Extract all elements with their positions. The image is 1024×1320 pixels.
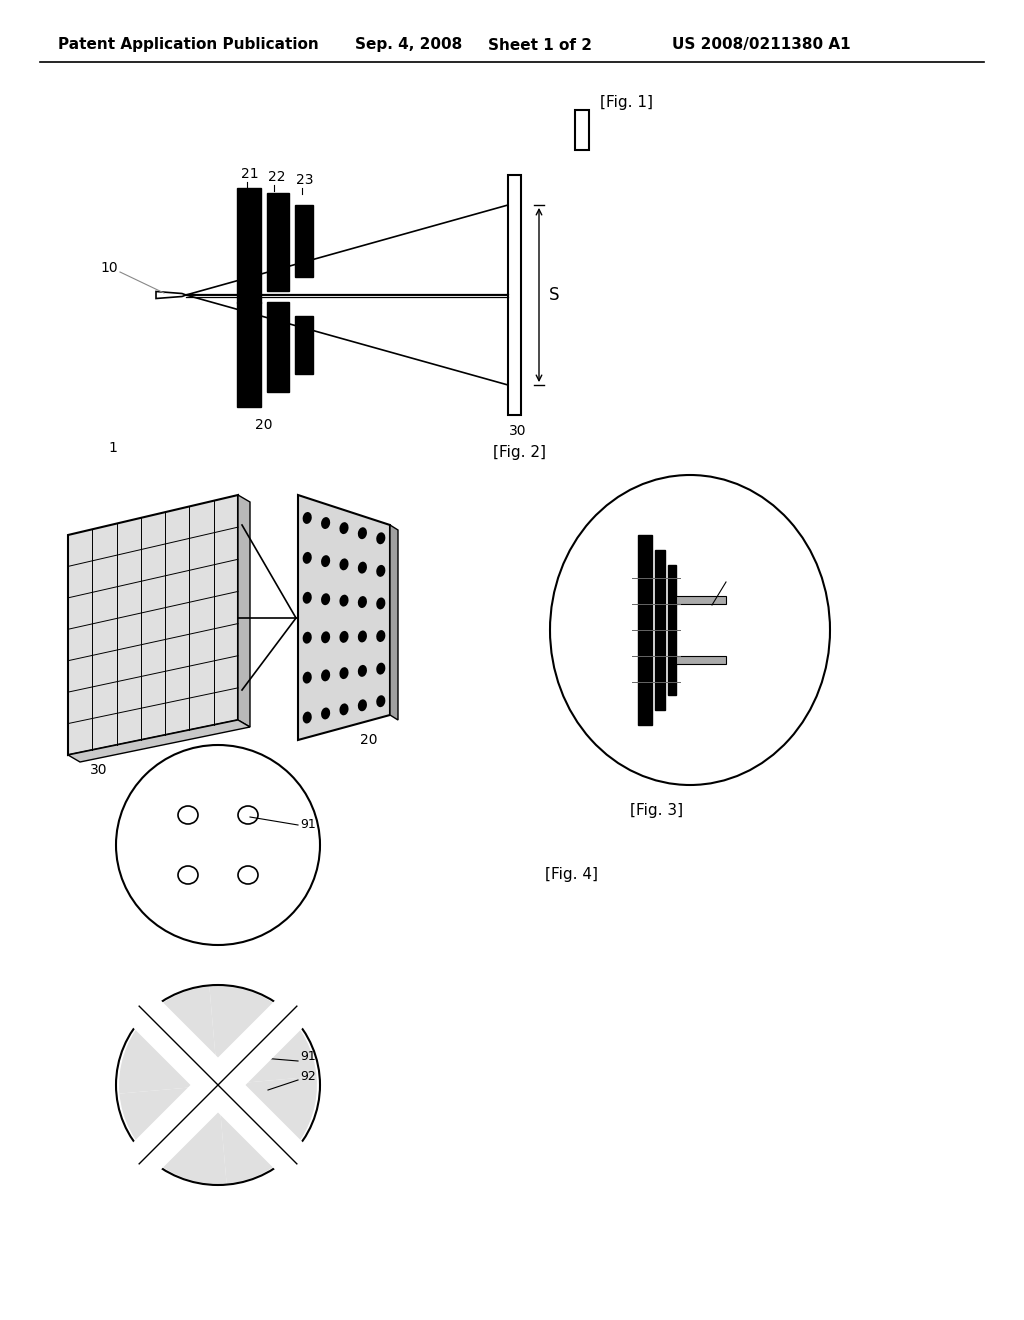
Ellipse shape xyxy=(339,631,348,643)
Ellipse shape xyxy=(376,663,385,675)
Polygon shape xyxy=(298,495,390,741)
Ellipse shape xyxy=(376,532,385,544)
Bar xyxy=(267,302,289,392)
Bar xyxy=(237,302,261,407)
Ellipse shape xyxy=(339,523,348,535)
Bar xyxy=(638,535,652,725)
Ellipse shape xyxy=(322,593,330,605)
Text: Sheet 1 of 2: Sheet 1 of 2 xyxy=(488,37,592,53)
Bar xyxy=(237,187,261,304)
Ellipse shape xyxy=(322,631,330,643)
Text: 92: 92 xyxy=(300,1071,315,1084)
Ellipse shape xyxy=(339,667,348,678)
Ellipse shape xyxy=(238,1106,258,1125)
Polygon shape xyxy=(68,719,250,762)
Bar xyxy=(508,176,521,414)
Wedge shape xyxy=(209,986,316,1085)
Ellipse shape xyxy=(116,985,319,1185)
Ellipse shape xyxy=(376,598,385,610)
Ellipse shape xyxy=(238,807,258,824)
Text: 20: 20 xyxy=(660,742,676,755)
Ellipse shape xyxy=(339,595,348,607)
Text: 91: 91 xyxy=(300,1051,315,1064)
Ellipse shape xyxy=(303,672,311,684)
Text: 91: 91 xyxy=(300,818,315,832)
Text: [Fig. 2]: [Fig. 2] xyxy=(493,446,546,461)
Ellipse shape xyxy=(303,711,311,723)
Text: [Fig. 4]: [Fig. 4] xyxy=(545,867,598,883)
Ellipse shape xyxy=(178,1045,198,1064)
Ellipse shape xyxy=(322,669,330,681)
Text: 20: 20 xyxy=(360,733,378,747)
Bar xyxy=(655,550,665,710)
Ellipse shape xyxy=(357,562,367,574)
Ellipse shape xyxy=(303,552,311,564)
Text: 22: 22 xyxy=(268,170,286,183)
Text: US 2008/0211380 A1: US 2008/0211380 A1 xyxy=(672,37,851,53)
Text: 23: 23 xyxy=(296,173,313,187)
Bar xyxy=(676,656,726,664)
Ellipse shape xyxy=(357,597,367,609)
Polygon shape xyxy=(390,525,398,719)
Ellipse shape xyxy=(339,558,348,570)
Bar xyxy=(267,193,289,290)
Text: Patent Application Publication: Patent Application Publication xyxy=(58,37,318,53)
Text: 30: 30 xyxy=(90,763,108,777)
Polygon shape xyxy=(156,292,186,298)
Ellipse shape xyxy=(322,556,330,568)
Ellipse shape xyxy=(550,475,830,785)
Ellipse shape xyxy=(339,704,348,715)
Ellipse shape xyxy=(178,807,198,824)
Bar xyxy=(676,597,726,605)
Text: [Fig. 3]: [Fig. 3] xyxy=(630,803,683,817)
Text: Sep. 4, 2008: Sep. 4, 2008 xyxy=(355,37,462,53)
Wedge shape xyxy=(218,1076,317,1184)
Ellipse shape xyxy=(322,517,330,529)
Ellipse shape xyxy=(357,665,367,677)
Text: 20: 20 xyxy=(255,418,272,432)
Ellipse shape xyxy=(116,744,319,945)
Ellipse shape xyxy=(178,866,198,884)
Ellipse shape xyxy=(178,1106,198,1125)
Text: 1: 1 xyxy=(108,441,117,455)
Ellipse shape xyxy=(303,512,311,524)
Bar xyxy=(575,110,589,150)
Wedge shape xyxy=(119,986,218,1094)
Bar xyxy=(668,565,676,696)
Ellipse shape xyxy=(357,700,367,711)
Ellipse shape xyxy=(303,632,311,644)
Ellipse shape xyxy=(322,708,330,719)
Ellipse shape xyxy=(238,866,258,884)
Text: 10: 10 xyxy=(100,261,118,275)
Polygon shape xyxy=(238,495,250,727)
Ellipse shape xyxy=(357,527,367,539)
Bar xyxy=(295,315,313,374)
Polygon shape xyxy=(68,495,238,755)
Text: S: S xyxy=(549,286,559,304)
Text: 30: 30 xyxy=(509,424,526,438)
Ellipse shape xyxy=(376,696,385,708)
Bar xyxy=(295,205,313,277)
Ellipse shape xyxy=(376,630,385,642)
Ellipse shape xyxy=(376,565,385,577)
Text: [Fig. 1]: [Fig. 1] xyxy=(600,95,653,111)
Text: 10: 10 xyxy=(728,569,743,582)
Text: 21: 21 xyxy=(241,168,259,181)
Wedge shape xyxy=(120,1085,226,1184)
Ellipse shape xyxy=(238,1045,258,1064)
Ellipse shape xyxy=(357,631,367,643)
Ellipse shape xyxy=(303,591,311,603)
